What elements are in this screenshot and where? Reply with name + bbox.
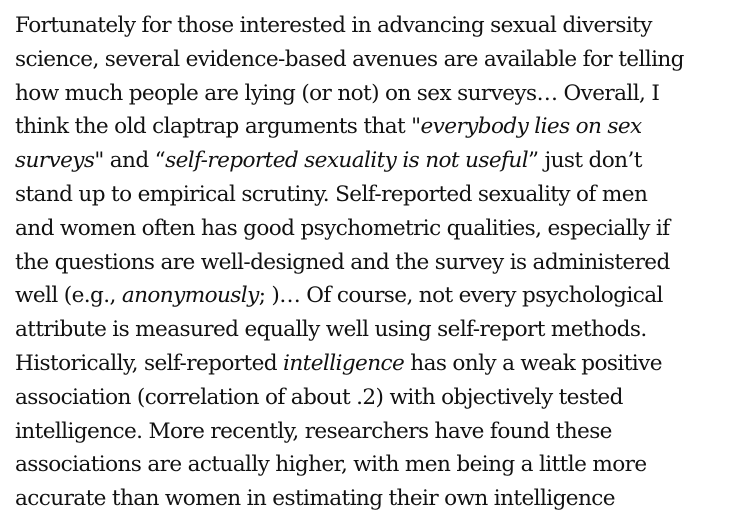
text-line: accurate than women in estimating their … [15,482,750,516]
text-run: and women often has good psychometric qu… [15,215,670,241]
text-line: stand up to empirical scrutiny. Self-rep… [15,178,750,212]
text-line: surveys" and “self-reported sexuality is… [15,144,750,178]
emphasized-text: surveys [15,148,95,174]
text-line: associations are actually higher, with m… [15,448,750,482]
text-line: the questions are well-designed and the … [15,246,750,280]
emphasized-text: intelligence [283,350,405,376]
text-run: stand up to empirical scrutiny. Self-rep… [15,181,648,207]
text-run: " and “ [94,148,166,174]
text-run: how much people are lying (or not) on se… [15,80,660,106]
emphasized-text: self-reported sexuality is not useful [165,148,529,174]
text-line: science, several evidence-based avenues … [15,43,750,77]
emphasized-text: everybody lies on sex [420,114,642,140]
text-run: attribute is measured equally well using… [15,317,647,343]
text-run: ” just don’t [528,148,642,174]
text-line: intelligence. More recently, researchers… [15,415,750,449]
text-line: Historically, self-reported intelligence… [15,347,750,381]
text-line: Fortunately for those interested in adva… [15,9,750,43]
text-run: associations are actually higher, with m… [15,452,647,478]
text-line: association (correlation of about .2) wi… [15,381,750,415]
text-run: accurate than women in estimating their … [15,486,616,512]
text-run: ; )… Of course, not every psychological [258,283,664,309]
text-run: has only a weak positive [404,350,662,376]
text-run: science, several evidence-based avenues … [15,46,685,72]
emphasized-text: anonymously [121,283,259,309]
text-run: Historically, self-reported [15,350,284,376]
text-run: intelligence. More recently, researchers… [15,418,612,444]
text-line: how much people are lying (or not) on se… [15,77,750,111]
text-run: think the old claptrap arguments that " [15,114,421,140]
text-line: attribute is measured equally well using… [15,313,750,347]
text-line: think the old claptrap arguments that "e… [15,110,750,144]
quote-paragraph: Fortunately for those interested in adva… [15,9,750,516]
text-line: and women often has good psychometric qu… [15,212,750,246]
text-line: well (e.g., anonymously; )… Of course, n… [15,279,750,313]
text-run: Fortunately for those interested in adva… [15,13,652,38]
text-run: association (correlation of about .2) wi… [15,384,623,410]
text-run: well (e.g., [15,283,122,309]
text-run: the questions are well-designed and the … [15,249,670,275]
